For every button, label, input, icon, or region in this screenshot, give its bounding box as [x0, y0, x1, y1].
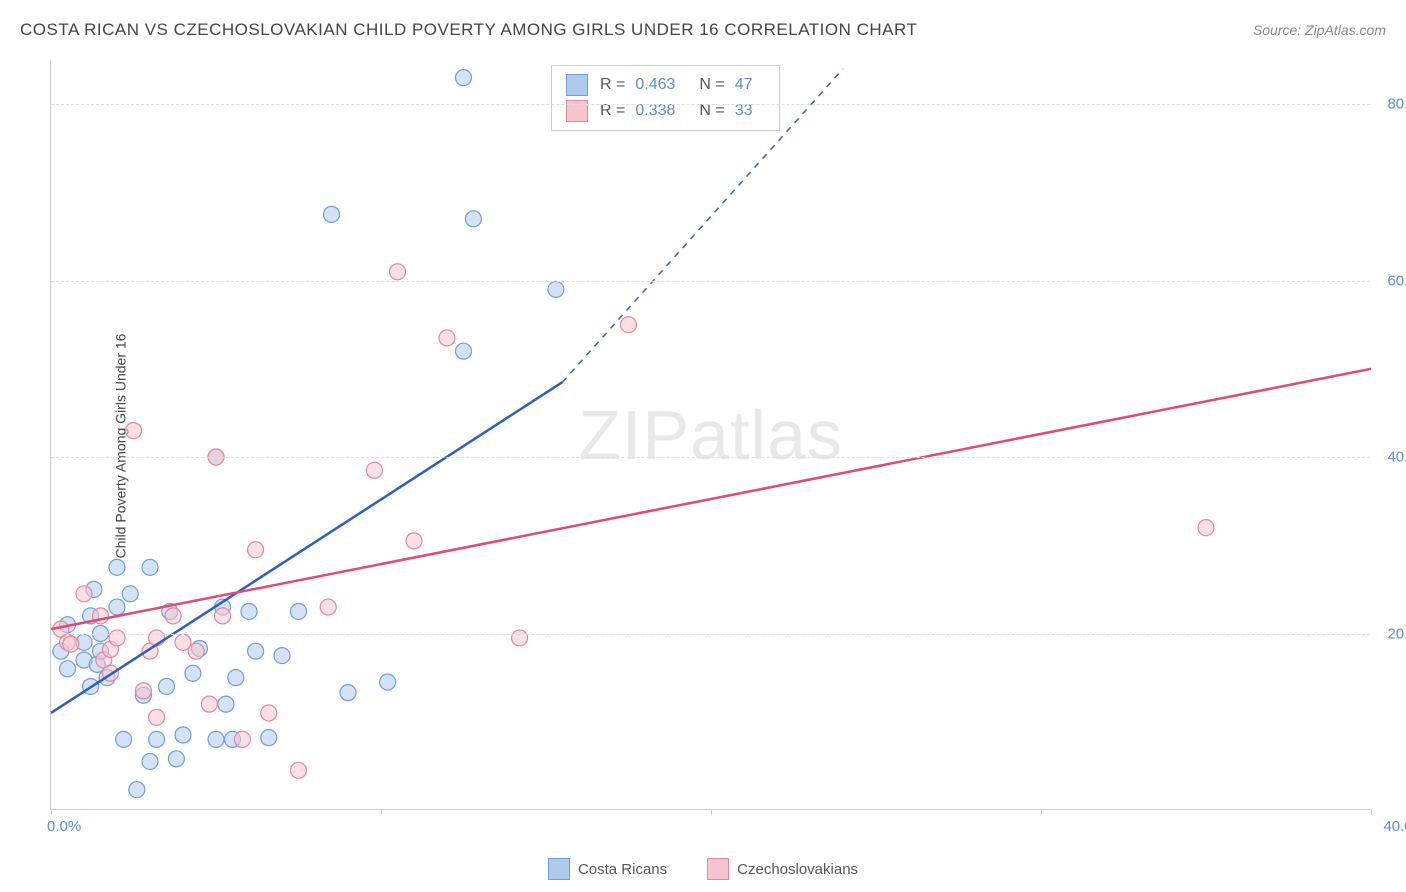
x-tick: [51, 809, 52, 815]
data-point: [1198, 520, 1214, 536]
data-point: [261, 705, 277, 721]
gridline: [51, 104, 1370, 105]
data-point: [63, 636, 79, 652]
data-point: [129, 782, 145, 798]
gridline: [51, 634, 1370, 635]
x-axis-left-label: 0.0%: [47, 818, 81, 835]
legend-item: Costa Ricans: [548, 858, 667, 880]
data-point: [109, 630, 125, 646]
data-point: [188, 643, 204, 659]
plot-area: ZIPatlas R =0.463N =47R =0.338N =33 20.0…: [50, 60, 1370, 810]
data-point: [340, 685, 356, 701]
data-point: [241, 603, 257, 619]
data-point: [228, 670, 244, 686]
data-point: [456, 343, 472, 359]
y-tick-label: 20.0%: [1387, 625, 1406, 642]
series-swatch: [548, 858, 570, 880]
series-swatch: [566, 74, 588, 96]
x-tick: [711, 809, 712, 815]
n-label: N =: [699, 76, 724, 94]
y-tick-label: 60.0%: [1387, 272, 1406, 289]
data-point: [320, 599, 336, 615]
x-tick: [1371, 809, 1372, 815]
data-point: [291, 603, 307, 619]
stats-box: R = 0.463 N = 47 R =0.338N =33: [551, 65, 780, 131]
gridline: [51, 281, 1370, 282]
chart-title: COSTA RICAN VS CZECHOSLOVAKIAN CHILD POV…: [20, 20, 917, 40]
series-swatch: [707, 858, 729, 880]
stats-row: R =0.338N =33: [566, 98, 765, 124]
regression-line: [51, 369, 1371, 629]
y-tick-label: 80.0%: [1387, 96, 1406, 113]
data-point: [185, 665, 201, 681]
data-point: [234, 731, 250, 747]
r-label: R =: [600, 76, 625, 94]
data-point: [406, 533, 422, 549]
data-point: [122, 586, 138, 602]
data-point: [261, 730, 277, 746]
data-point: [149, 709, 165, 725]
data-point: [149, 731, 165, 747]
data-point: [248, 643, 264, 659]
legend-label: Costa Ricans: [578, 861, 667, 878]
data-point: [175, 727, 191, 743]
data-point: [208, 731, 224, 747]
y-tick-label: 40.0%: [1387, 449, 1406, 466]
bottom-legend: Costa Ricans Czechoslovakians: [0, 858, 1406, 880]
data-point: [142, 559, 158, 575]
x-axis-right-label: 40.0%: [1383, 818, 1406, 835]
data-point: [621, 317, 637, 333]
data-point: [218, 696, 234, 712]
legend-label: Czechoslovakians: [737, 861, 858, 878]
data-point: [109, 599, 125, 615]
data-point: [248, 542, 264, 558]
source-attribution: Source: ZipAtlas.com: [1253, 22, 1386, 38]
data-point: [109, 559, 125, 575]
data-point: [439, 330, 455, 346]
data-point: [76, 586, 92, 602]
data-point: [168, 751, 184, 767]
data-point: [512, 630, 528, 646]
data-point: [390, 264, 406, 280]
data-point: [201, 696, 217, 712]
r-value: 0.463: [635, 76, 675, 94]
data-point: [324, 206, 340, 222]
data-point: [274, 648, 290, 664]
gridline: [51, 457, 1370, 458]
data-point: [380, 674, 396, 690]
title-bar: COSTA RICAN VS CZECHOSLOVAKIAN CHILD POV…: [20, 20, 1386, 40]
data-point: [366, 462, 382, 478]
chart-svg: [51, 60, 1370, 809]
data-point: [456, 70, 472, 86]
data-point: [126, 423, 142, 439]
data-point: [135, 683, 151, 699]
legend-item: Czechoslovakians: [707, 858, 858, 880]
data-point: [165, 608, 181, 624]
n-value: 47: [735, 76, 753, 94]
data-point: [291, 762, 307, 778]
data-point: [465, 211, 481, 227]
data-point: [548, 281, 564, 297]
data-point: [60, 661, 76, 677]
data-point: [142, 753, 158, 769]
x-tick: [1041, 809, 1042, 815]
data-point: [116, 731, 132, 747]
data-point: [215, 608, 231, 624]
x-tick: [381, 809, 382, 815]
data-point: [159, 678, 175, 694]
stats-row: R = 0.463 N = 47: [566, 72, 765, 98]
